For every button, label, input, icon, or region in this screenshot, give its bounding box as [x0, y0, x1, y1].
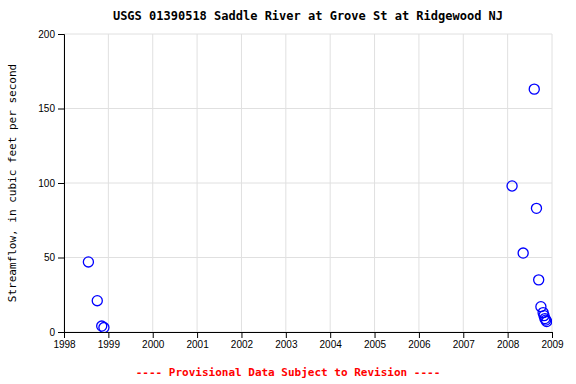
x-axis-tick: 2008: [497, 332, 520, 350]
x-axis-tick-label: 2008: [497, 339, 520, 350]
x-axis-tick-mark: [108, 332, 109, 338]
point: [529, 84, 539, 94]
point: [518, 248, 528, 258]
y-axis-tick: 200: [38, 29, 64, 40]
x-axis-line: [65, 333, 553, 339]
plot: 1998199920002001200220032004200520062007…: [38, 29, 564, 350]
x-axis-tick: 2001: [186, 332, 209, 350]
point: [534, 275, 544, 285]
y-axis-tick-mark: [58, 183, 64, 184]
y-axis-title: Streamflow, in cubic feet per second: [6, 64, 19, 302]
x-axis-tick-mark: [153, 332, 154, 338]
y-axis-tick: 0: [49, 327, 64, 338]
marks: [83, 84, 551, 332]
point: [83, 257, 93, 267]
y-axis-tick-label: 0: [49, 327, 55, 338]
grid: [64, 34, 552, 332]
y-axis-tick-label: 200: [38, 29, 55, 40]
x-axis-tick-label: 2009: [541, 339, 564, 350]
y-axis-tick-label: 100: [38, 178, 55, 189]
x-axis-tick: 2005: [364, 332, 387, 350]
x-axis-tick-mark: [508, 332, 509, 338]
grid-line-y: [64, 108, 552, 109]
x-axis-tick-label: 2007: [453, 339, 476, 350]
x-axis-tick: 2007: [453, 332, 476, 350]
point: [507, 181, 517, 191]
x-axis-tick-label: 2003: [275, 339, 298, 350]
x-axis: 1998 1999 2000 2001 2002 2003 2004 2005 2006 2007…: [53, 332, 564, 350]
x-axis-tick: 2006: [408, 332, 431, 350]
y-axis: 0 50 100 150 200: [38, 29, 64, 338]
chart: 1998199920002001200220032004200520062007…: [0, 0, 576, 384]
y-axis-tick-mark: [58, 258, 64, 259]
x-axis-tick-mark: [552, 332, 553, 338]
x-axis-tick: 2009: [541, 332, 564, 350]
x-axis-tick-label: 2005: [364, 339, 387, 350]
point: [531, 203, 541, 213]
point: [542, 317, 552, 327]
x-axis-tick-label: 2001: [186, 339, 209, 350]
y-axis-tick: 100: [38, 178, 64, 189]
x-axis-tick-mark: [197, 332, 198, 338]
x-axis-tick-mark: [286, 332, 287, 338]
x-axis-tick-label: 2000: [142, 339, 165, 350]
x-axis-tick-mark: [463, 332, 464, 338]
x-axis-tick-mark: [419, 332, 420, 338]
x-axis-tick-label: 1998: [53, 339, 76, 350]
x-axis-tick-label: 1999: [98, 339, 121, 350]
y-axis-tick-mark: [58, 34, 64, 35]
y-axis-tick: 50: [44, 252, 64, 263]
x-axis-tick-mark: [375, 332, 376, 338]
x-axis-tick-mark: [330, 332, 331, 338]
title: USGS 01390518 Saddle River at Grove St a…: [113, 9, 503, 23]
x-axis-tick-mark: [241, 332, 242, 338]
grid-line-y: [64, 257, 552, 258]
x-axis-tick: 1998: [53, 332, 76, 350]
y-axis-tick-label: 150: [38, 103, 55, 114]
point: [92, 296, 102, 306]
y-axis-tick-mark: [58, 332, 64, 333]
x-axis-tick: 2000: [142, 332, 165, 350]
x-axis-tick: 2004: [320, 332, 343, 350]
y-axis-tick-label: 50: [44, 252, 56, 263]
grid-line-y: [64, 183, 552, 184]
point: [99, 322, 109, 332]
x-axis-tick: 1999: [98, 332, 121, 350]
y-axis-tick-mark: [58, 109, 64, 110]
x-axis-tick-label: 2006: [408, 339, 431, 350]
x-axis-tick-label: 2004: [320, 339, 343, 350]
x-axis-tick: 2002: [231, 332, 254, 350]
y-axis-line: [58, 35, 65, 333]
x-axis-tick-label: 2002: [231, 339, 254, 350]
annotation: ---- Provisional Data Subject to Revisio…: [136, 366, 441, 379]
grid-line-y: [64, 34, 552, 35]
x-axis-tick: 2003: [275, 332, 298, 350]
y-axis-tick: 150: [38, 103, 64, 114]
